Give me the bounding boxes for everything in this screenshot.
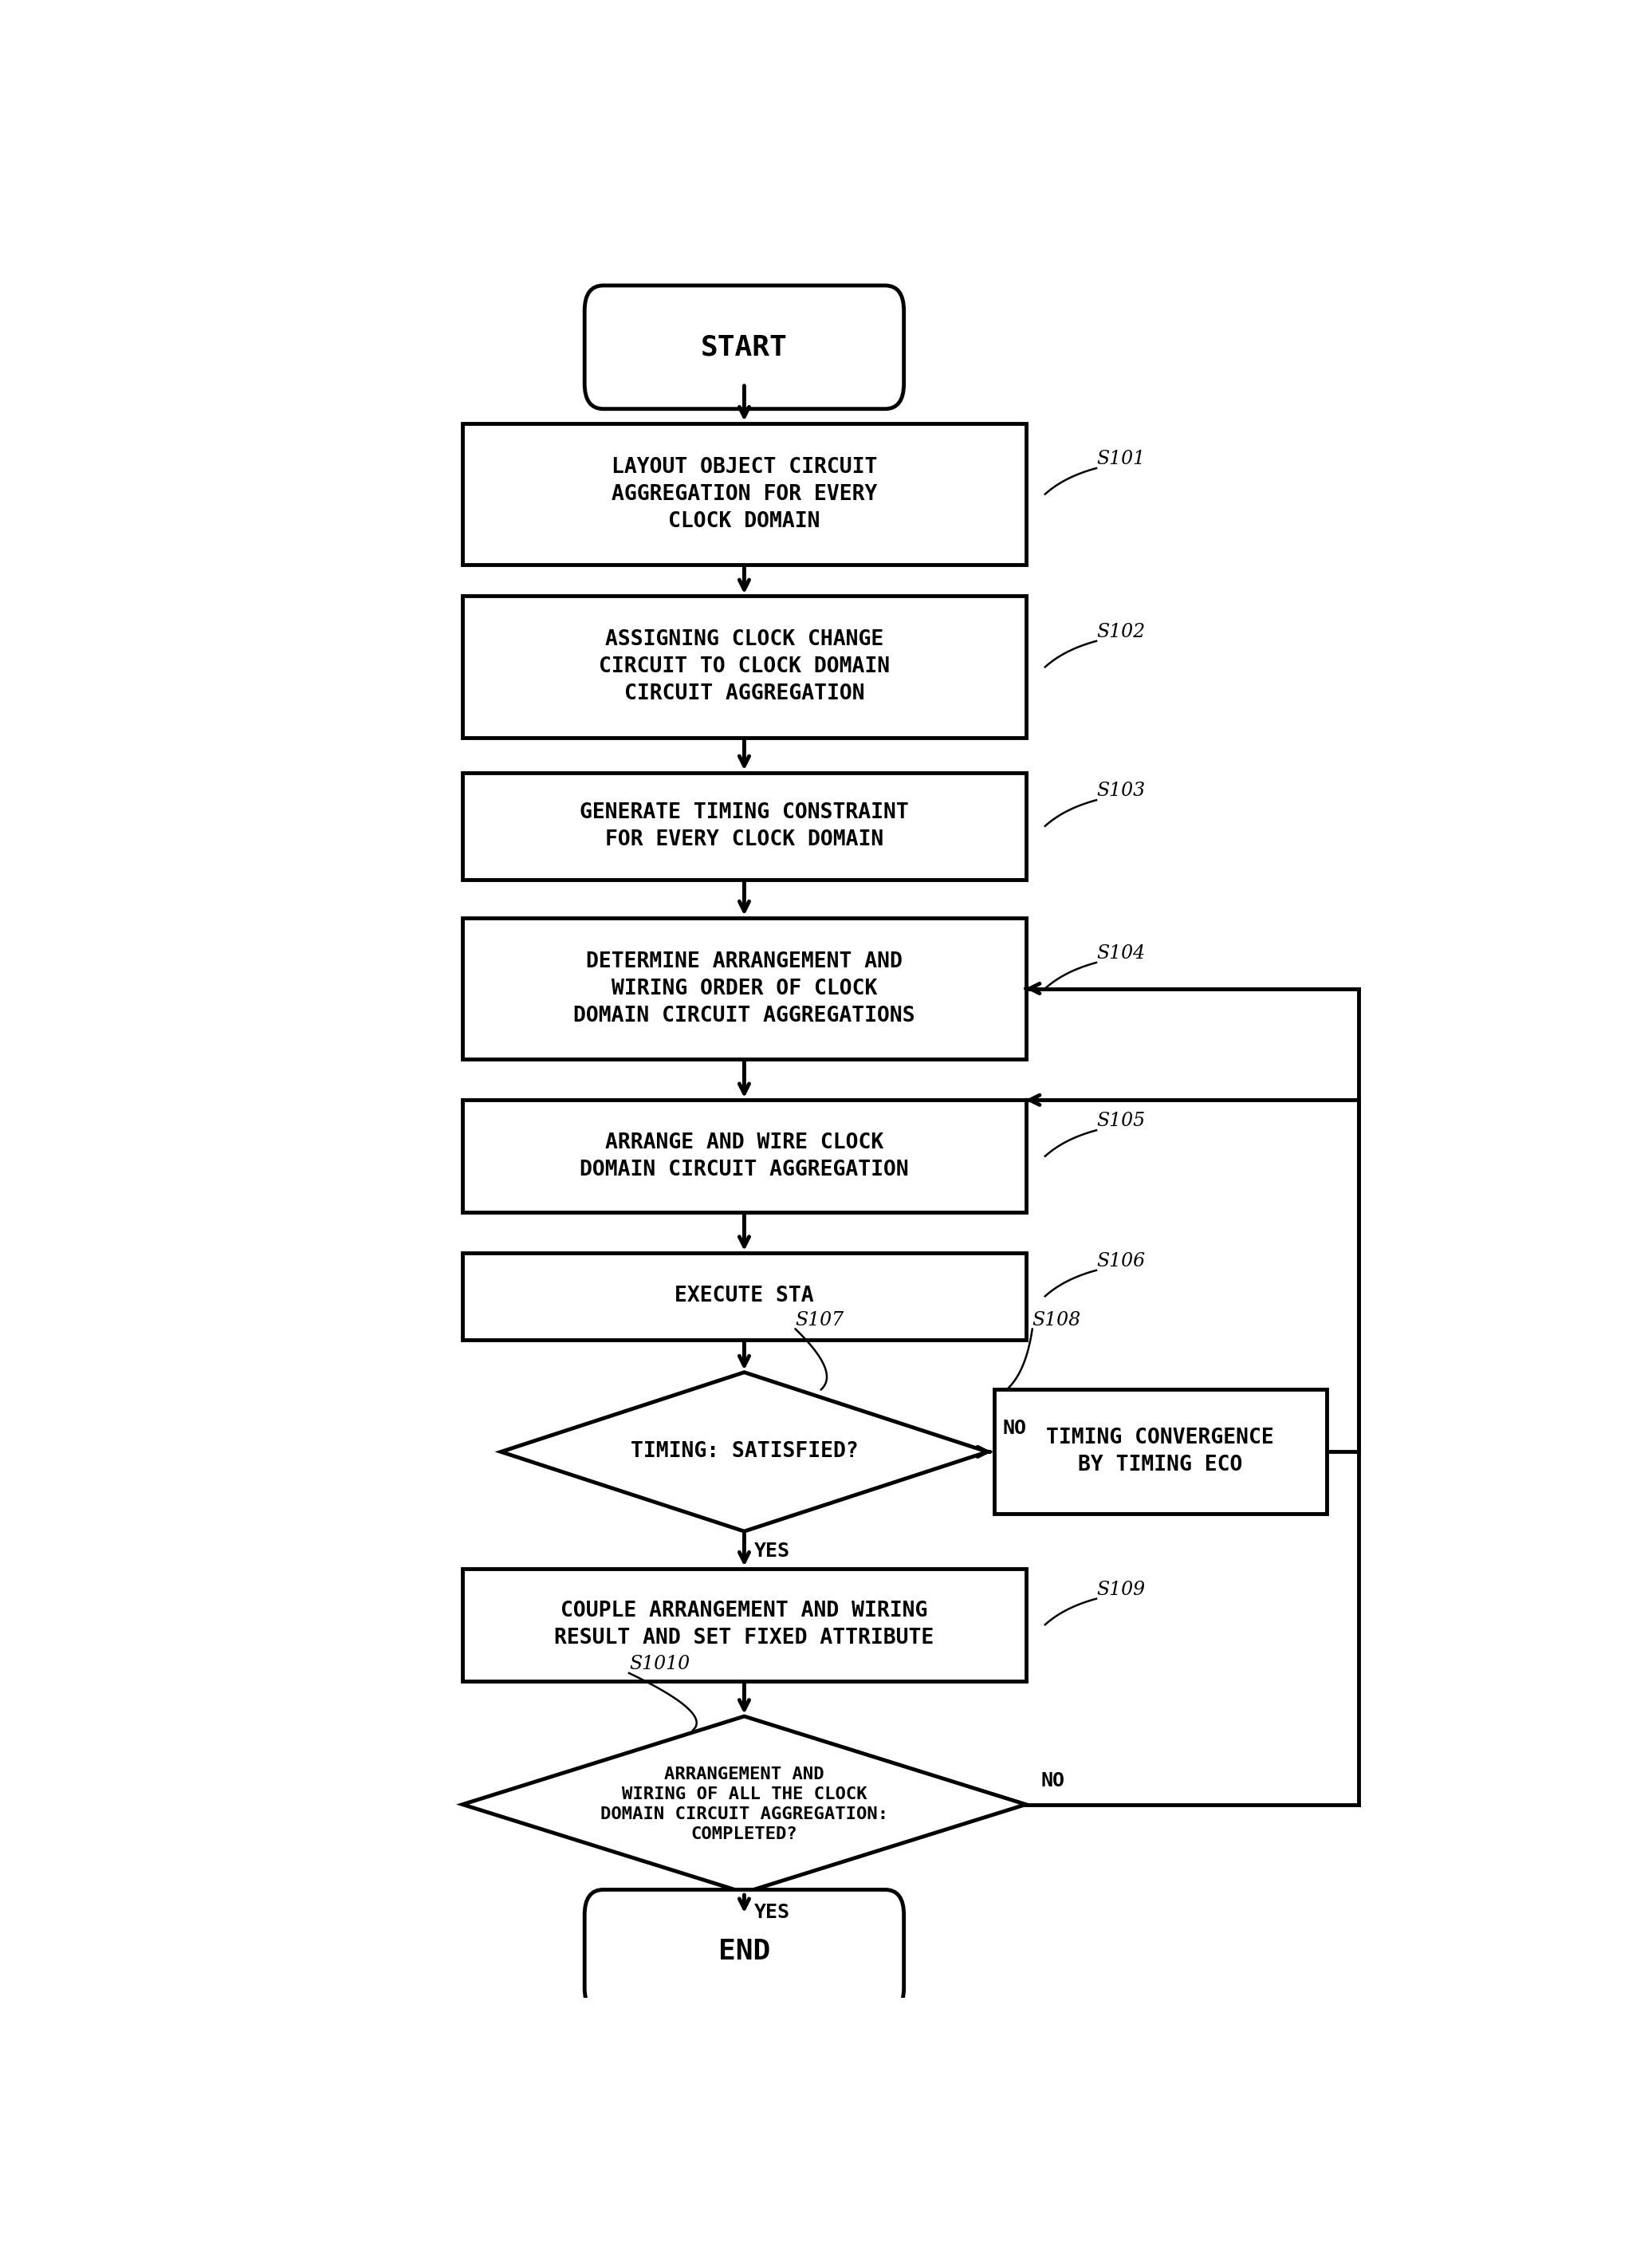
Bar: [463, 597, 1026, 739]
Bar: [995, 1390, 1327, 1513]
Bar: [463, 1100, 1026, 1212]
Text: GENERATE TIMING CONSTRAINT
FOR EVERY CLOCK DOMAIN: GENERATE TIMING CONSTRAINT FOR EVERY CLO…: [580, 801, 909, 851]
Text: S106: S106: [1097, 1253, 1145, 1271]
Text: S109: S109: [1097, 1580, 1145, 1598]
Text: YES: YES: [755, 1542, 790, 1560]
FancyBboxPatch shape: [585, 1890, 904, 2014]
Text: ARRANGEMENT AND
WIRING OF ALL THE CLOCK
DOMAIN CIRCUIT AGGREGATION:
COMPLETED?: ARRANGEMENT AND WIRING OF ALL THE CLOCK …: [600, 1767, 889, 1843]
Text: NO: NO: [1041, 1771, 1066, 1792]
Bar: [463, 1569, 1026, 1682]
Text: S102: S102: [1097, 622, 1145, 642]
Bar: [463, 772, 1026, 880]
Text: LAYOUT OBJECT CIRCUIT
AGGREGATION FOR EVERY
CLOCK DOMAIN: LAYOUT OBJECT CIRCUIT AGGREGATION FOR EV…: [611, 456, 877, 532]
FancyBboxPatch shape: [585, 285, 904, 409]
Bar: [463, 918, 1026, 1060]
Text: S104: S104: [1097, 945, 1145, 963]
Text: DETERMINE ARRANGEMENT AND
WIRING ORDER OF CLOCK
DOMAIN CIRCUIT AGGREGATIONS: DETERMINE ARRANGEMENT AND WIRING ORDER O…: [573, 952, 915, 1026]
Text: S103: S103: [1097, 781, 1145, 799]
Text: TIMING: SATISFIED?: TIMING: SATISFIED?: [631, 1441, 857, 1461]
Text: ASSIGNING CLOCK CHANGE
CIRCUIT TO CLOCK DOMAIN
CIRCUIT AGGREGATION: ASSIGNING CLOCK CHANGE CIRCUIT TO CLOCK …: [598, 629, 890, 705]
Text: S105: S105: [1097, 1111, 1145, 1129]
Text: ARRANGE AND WIRE CLOCK
DOMAIN CIRCUIT AGGREGATION: ARRANGE AND WIRE CLOCK DOMAIN CIRCUIT AG…: [580, 1131, 909, 1181]
Text: S107: S107: [796, 1311, 844, 1329]
Text: NO: NO: [1003, 1419, 1028, 1439]
Text: S101: S101: [1097, 449, 1145, 469]
Bar: [463, 424, 1026, 566]
Text: TIMING CONVERGENCE
BY TIMING ECO: TIMING CONVERGENCE BY TIMING ECO: [1046, 1428, 1274, 1475]
Polygon shape: [501, 1372, 988, 1531]
Text: S108: S108: [1032, 1311, 1080, 1329]
Text: EXECUTE STA: EXECUTE STA: [674, 1286, 814, 1307]
Bar: [463, 1253, 1026, 1340]
Text: S1010: S1010: [629, 1655, 689, 1673]
Text: END: END: [719, 1937, 770, 1964]
Polygon shape: [463, 1715, 1026, 1893]
Text: YES: YES: [755, 1904, 790, 1922]
Text: START: START: [700, 335, 788, 361]
Text: COUPLE ARRANGEMENT AND WIRING
RESULT AND SET FIXED ATTRIBUTE: COUPLE ARRANGEMENT AND WIRING RESULT AND…: [555, 1601, 933, 1648]
